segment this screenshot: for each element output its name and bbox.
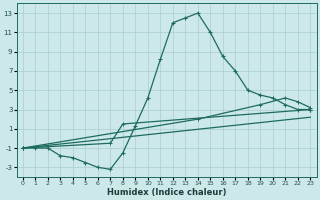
- X-axis label: Humidex (Indice chaleur): Humidex (Indice chaleur): [107, 188, 226, 197]
